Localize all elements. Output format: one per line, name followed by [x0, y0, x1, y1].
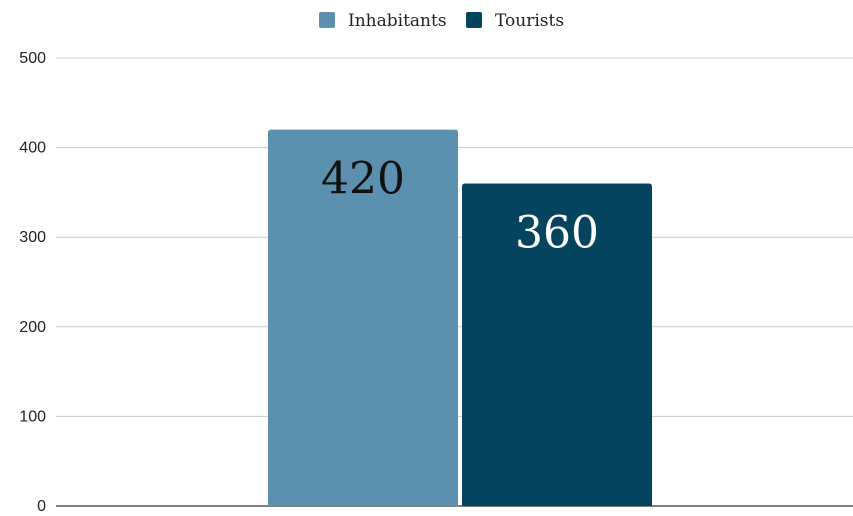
- data-labels: 420 360: [321, 154, 599, 259]
- legend-swatch-inhabitants: [319, 12, 335, 28]
- data-label-tourists: 360: [515, 207, 599, 258]
- legend: Inhabitants Tourists: [319, 11, 564, 31]
- legend-swatch-tourists: [466, 12, 482, 28]
- bar-tourists: [462, 183, 652, 506]
- y-tick-label: 500: [19, 50, 46, 67]
- data-label-inhabitants: 420: [321, 154, 405, 205]
- y-tick-label: 0: [37, 498, 46, 511]
- bar-inhabitants: [268, 129, 458, 506]
- y-tick-label: 200: [19, 319, 46, 336]
- legend-label-tourists: Tourists: [495, 11, 564, 31]
- y-tick-label: 100: [19, 408, 46, 425]
- y-axis-tick-labels: 0 100 200 300 400 500: [19, 50, 46, 515]
- y-tick-label: 300: [19, 229, 46, 246]
- legend-label-inhabitants: Inhabitants: [348, 11, 447, 31]
- bars: [268, 129, 652, 506]
- y-tick-label: 400: [19, 140, 46, 157]
